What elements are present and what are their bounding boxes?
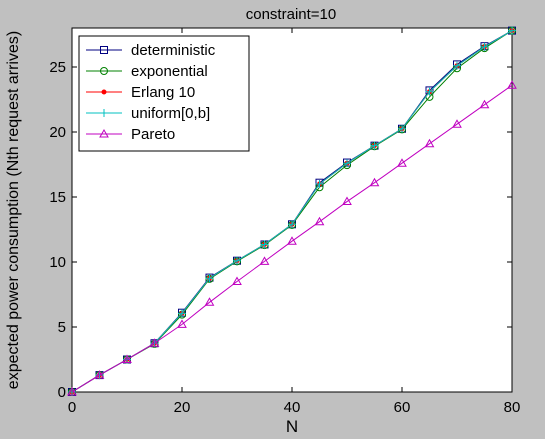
data-point: [342, 196, 352, 206]
x-tick-label: 0: [68, 399, 76, 416]
legend-label: Erlang 10: [131, 84, 195, 101]
data-point: [398, 124, 406, 133]
data-point: [370, 141, 379, 150]
legend-entry: uniform[0,b]: [86, 105, 210, 122]
legend-label: exponential: [131, 63, 208, 80]
data-point: [479, 99, 490, 109]
data-point: [178, 309, 186, 318]
legend: deterministic exponential Erlang 10 uniform…: [78, 35, 250, 152]
series-pareto: [67, 80, 517, 396]
data-point: [315, 180, 324, 188]
y-tick-label: 20: [49, 124, 66, 141]
data-point: [204, 297, 215, 306]
x-tick-label: 40: [284, 399, 301, 416]
series-line: [71, 84, 513, 393]
legend-box: [78, 35, 250, 152]
y-tick-label: 15: [49, 189, 66, 206]
data-point: [100, 109, 108, 117]
data-point: [149, 338, 160, 347]
data-point: [100, 67, 108, 75]
data-point: [480, 42, 489, 51]
data-point: [177, 319, 187, 328]
legend-entry: Pareto: [86, 126, 175, 143]
y-axis-label: expected power consumption (Nth request …: [5, 31, 22, 389]
data-point: [233, 256, 241, 265]
legend-entry: deterministic: [86, 42, 216, 59]
data-point: [94, 370, 105, 379]
data-point: [260, 240, 269, 249]
y-axis: 0 5 10 15 20 25: [49, 59, 512, 401]
y-tick-label: 0: [58, 384, 66, 401]
data-point: [67, 386, 77, 396]
data-point: [425, 87, 434, 96]
data-point: [232, 276, 242, 285]
y-tick-label: 5: [58, 319, 66, 336]
chart-title: constraint=10: [246, 6, 336, 23]
legend-entry: exponential: [86, 63, 208, 80]
data-point: [99, 128, 109, 138]
data-point: [100, 46, 108, 54]
data-point: [259, 256, 270, 265]
x-axis-label: N: [286, 417, 298, 436]
data-point: [453, 61, 461, 70]
data-point: [508, 26, 516, 35]
legend-label: uniform[0,b]: [131, 105, 210, 122]
data-point: [288, 220, 296, 229]
data-point: [314, 216, 325, 226]
x-tick-label: 60: [394, 399, 411, 416]
data-point: [452, 119, 462, 128]
data-point: [397, 158, 407, 167]
y-tick-label: 25: [49, 59, 66, 76]
data-point: [287, 236, 297, 245]
legend-label: deterministic: [131, 42, 216, 59]
x-axis: 0 20 40 60 80: [68, 28, 521, 416]
data-point: [424, 138, 435, 148]
series-layer: [67, 26, 517, 396]
data-point: [507, 80, 517, 89]
data-point: [343, 159, 351, 168]
data-point: [205, 274, 214, 283]
x-tick-label: 80: [504, 399, 521, 416]
x-tick-label: 20: [174, 399, 191, 416]
data-point: [369, 177, 380, 187]
data-point: [101, 89, 107, 95]
legend-entry: Erlang 10: [86, 84, 195, 101]
data-point: [122, 354, 132, 363]
legend-label: Pareto: [131, 126, 175, 143]
y-tick-label: 10: [49, 254, 66, 271]
